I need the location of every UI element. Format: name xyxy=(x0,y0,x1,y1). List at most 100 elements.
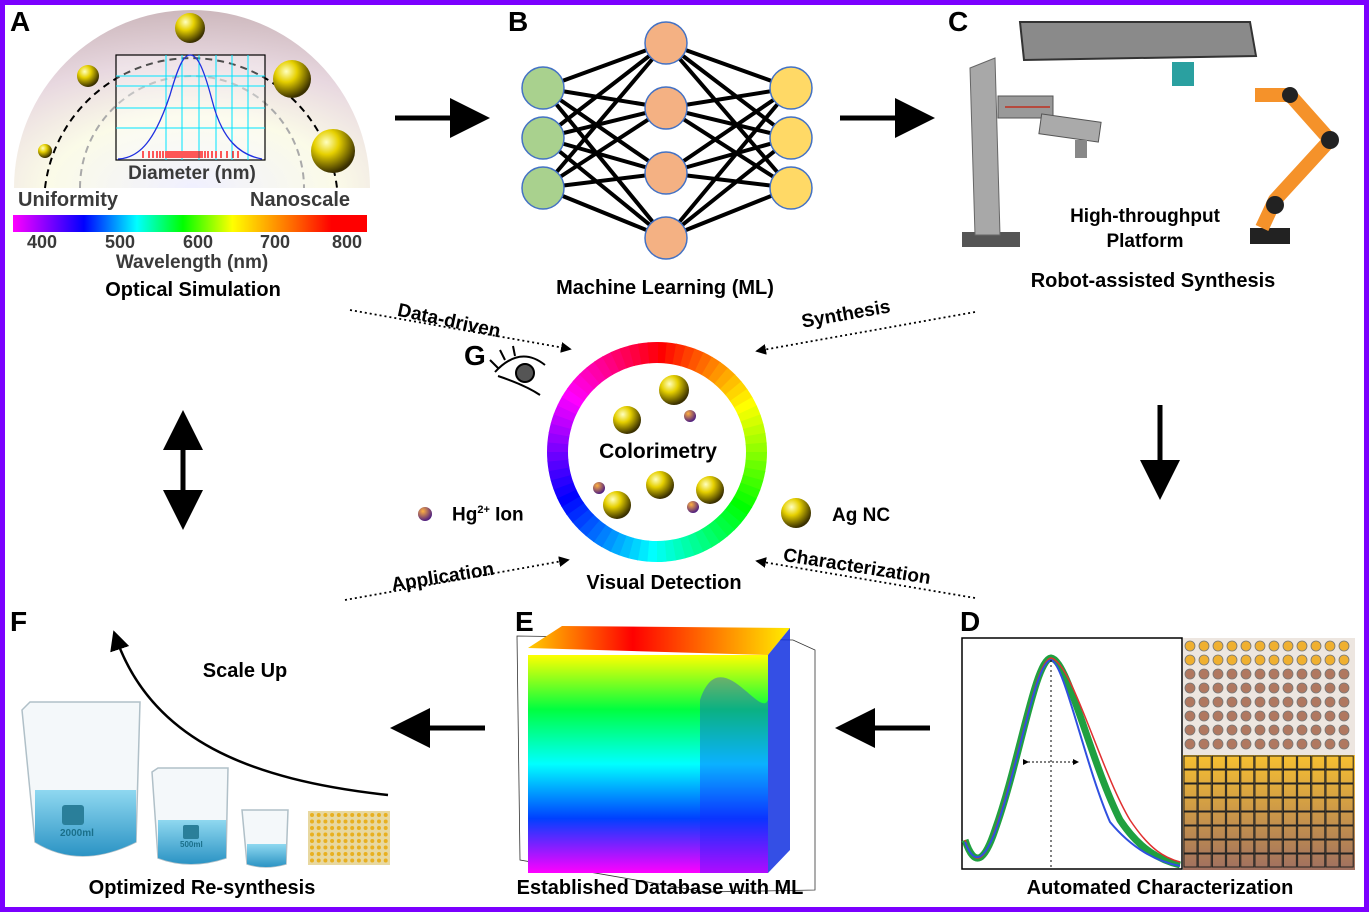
mini-plate-well xyxy=(383,845,388,850)
plate-well xyxy=(1296,710,1308,722)
hg-ion-suffix: Ion xyxy=(489,504,524,526)
plate-cell xyxy=(1183,797,1198,812)
ring-segment xyxy=(714,367,736,390)
mini-plate-well xyxy=(383,826,388,830)
hg-ion-icon xyxy=(418,507,432,521)
plate-well xyxy=(1268,696,1280,708)
mini-plate-well xyxy=(310,845,314,850)
plate-well xyxy=(1324,724,1336,736)
ring-segment xyxy=(572,373,595,395)
scale-up-graphic xyxy=(21,630,390,868)
plate-well xyxy=(1268,640,1280,652)
plate-cell xyxy=(1282,839,1297,854)
plate-cell xyxy=(1268,853,1283,868)
mini-plate-well xyxy=(343,813,348,817)
plate-cell xyxy=(1297,783,1312,798)
plate-cell xyxy=(1297,825,1312,840)
mini-plate-well xyxy=(356,832,361,837)
mini-plate-well xyxy=(343,839,348,843)
mini-plate-well xyxy=(310,819,314,824)
plate-well xyxy=(1282,724,1294,736)
plate-well xyxy=(1296,668,1308,680)
hg-text: Hg xyxy=(452,504,478,526)
mini-plate-well xyxy=(377,819,381,824)
colorimetry-ring xyxy=(547,342,767,562)
plate-cell xyxy=(1268,769,1283,784)
plate-cell xyxy=(1240,783,1255,798)
plate-cell xyxy=(1339,755,1354,770)
plate-cell xyxy=(1183,783,1198,798)
mini-plate-well xyxy=(363,845,368,850)
mini-plate-well xyxy=(336,839,341,843)
mini-plate-well xyxy=(310,852,314,856)
plate-cell xyxy=(1240,839,1255,854)
mini-plate-well xyxy=(336,819,341,824)
mini-plate-well xyxy=(370,852,375,856)
plate-well xyxy=(1296,682,1308,694)
mini-plate-well xyxy=(377,832,381,837)
ring-segment xyxy=(707,520,728,543)
mini-plate-well xyxy=(383,819,388,824)
plate-cell xyxy=(1325,811,1340,826)
plate-cell xyxy=(1268,825,1283,840)
plate-well xyxy=(1268,710,1280,722)
plate-cell xyxy=(1240,755,1255,770)
plate-cell xyxy=(1268,811,1283,826)
plate-well xyxy=(1282,710,1294,722)
mini-plate-well xyxy=(377,852,381,856)
plate-well xyxy=(1184,640,1196,652)
plate-well xyxy=(1198,710,1210,722)
platform-label-line2: Platform xyxy=(1106,231,1184,252)
plate-well xyxy=(1324,696,1336,708)
mini-plate-well xyxy=(323,819,328,824)
plate-cell xyxy=(1226,797,1241,812)
ring-segment xyxy=(713,514,735,538)
plate-well xyxy=(1338,710,1350,722)
caption-optimized-resynthesis: Optimized Re-synthesis xyxy=(88,877,316,899)
ring-segment xyxy=(637,342,651,365)
plate-cell xyxy=(1211,755,1226,770)
caption-optical-simulation: Optical Simulation xyxy=(105,279,281,301)
plate-well xyxy=(1324,640,1336,652)
mini-plate-well xyxy=(330,819,335,824)
plate-cell xyxy=(1325,825,1340,840)
mini-plate-well xyxy=(383,832,388,837)
plate-well xyxy=(1212,738,1224,750)
ring-segment xyxy=(672,343,687,367)
ring-segment xyxy=(593,356,614,380)
wavelength-axis-label: Wavelength (nm) xyxy=(115,252,269,273)
plate-cell xyxy=(1282,811,1297,826)
plate-cell xyxy=(1339,797,1354,812)
plate-well xyxy=(1268,654,1280,666)
mini-plate-well xyxy=(316,852,321,856)
mini-plate-well xyxy=(377,858,381,863)
plate-well xyxy=(1310,724,1322,736)
mini-plate-well xyxy=(370,845,375,850)
panel-label-f: F xyxy=(10,606,28,637)
plate-well xyxy=(1254,640,1266,652)
panel-label-d: D xyxy=(960,606,981,637)
plate-well xyxy=(1184,682,1196,694)
ring-segment xyxy=(602,351,621,375)
plate-well xyxy=(1212,724,1224,736)
ring-segment xyxy=(745,452,767,463)
plate-well xyxy=(1338,738,1350,750)
mini-plate-well xyxy=(356,852,361,856)
caption-robot-synthesis: Robot-assisted Synthesis xyxy=(1030,270,1276,292)
plate-cell xyxy=(1211,839,1226,854)
ring-segment xyxy=(693,529,712,553)
ring-segment xyxy=(553,404,577,422)
plate-well xyxy=(1212,640,1224,652)
wavelength-tick: 800 xyxy=(331,232,363,252)
ring-segment xyxy=(556,488,580,507)
plate-cell xyxy=(1339,783,1354,798)
plate-well xyxy=(1310,668,1322,680)
plate-well xyxy=(1212,654,1224,666)
panel-label-e: E xyxy=(515,606,534,637)
mini-plate-well xyxy=(383,839,388,843)
dotted-links xyxy=(344,309,976,601)
mini-plate-well xyxy=(363,819,368,824)
plate-well xyxy=(1226,682,1238,694)
mini-plate-well xyxy=(330,852,335,856)
